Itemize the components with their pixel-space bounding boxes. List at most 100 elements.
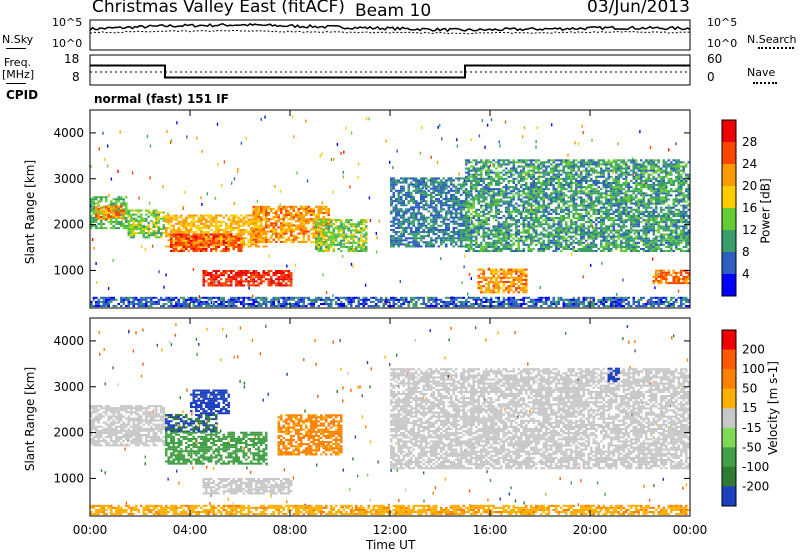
heatmap-cell [502,243,505,246]
heatmap-speckle [91,205,93,209]
heatmap-cell [290,207,293,210]
heatmap-cell [532,208,535,211]
heatmap-cell [510,167,513,170]
heatmap-cell [315,214,318,217]
heatmap-cell [250,228,253,231]
heatmap-cell [492,177,495,180]
heatmap-cell [440,305,443,308]
heatmap-cell [442,231,445,234]
heatmap-cell [205,220,208,223]
heatmap-cell [127,223,130,226]
heatmap-cell [217,270,220,273]
heatmap-cell [425,195,428,198]
heatmap-cell [415,235,418,238]
heatmap-cell [447,300,450,303]
heatmap-cell [295,300,298,303]
heatmap-cell [500,165,503,168]
heatmap-cell [265,222,268,225]
heatmap-cell [172,298,175,301]
heatmap-cell [177,222,180,225]
heatmap-cell [282,284,285,287]
heatmap-cell [205,272,208,275]
heatmap-cell [217,282,220,285]
heatmap-cell [132,223,135,226]
heatmap-cell [552,169,555,172]
heatmap-cell [540,300,543,303]
heatmap-cell [520,305,523,308]
heatmap-cell [545,186,548,189]
heatmap-cell [572,296,575,299]
heatmap-cell [447,237,450,240]
heatmap-cell [357,296,360,299]
heatmap-cell [465,303,468,306]
heatmap-cell [427,305,430,308]
heatmap-cell [500,250,503,253]
heatmap-cell [490,196,493,199]
heatmap-cell [97,200,100,203]
heatmap-cell [455,210,458,213]
heatmap-cell [115,202,118,205]
heatmap-cell [342,227,345,230]
heatmap-cell [515,235,518,238]
heatmap-cell [365,298,368,301]
noise-tick-low-right: 10^0 [707,37,738,50]
heatmap-cell [382,305,385,308]
heatmap-cell [422,231,425,234]
heatmap-cell [340,250,343,253]
heatmap-cell [500,177,503,180]
heatmap-cell [232,300,235,303]
heatmap-cell [177,237,180,240]
heatmap-cell [432,195,435,198]
heatmap-speckle [352,265,354,268]
heatmap-cell [210,222,213,225]
heatmap-cell [145,305,148,308]
heatmap-cell [507,192,510,195]
heatmap-cell [552,219,555,222]
heatmap-cell [95,225,98,228]
heatmap-cell [455,187,458,190]
heatmap-cell [125,208,128,211]
heatmap-cell [495,161,498,164]
heatmap-cell [415,177,418,180]
heatmap-cell [535,188,538,191]
heatmap-cell [205,245,208,248]
heatmap-cell [92,218,95,221]
heatmap-cell [542,200,545,203]
heatmap-cell [425,191,428,194]
heatmap-cell [555,169,558,172]
heatmap-cell [522,223,525,226]
heatmap-cell [142,217,145,220]
heatmap-cell [227,233,230,236]
heatmap-cell [200,237,203,240]
heatmap-speckle [470,277,472,281]
heatmap-cell [257,224,260,227]
heatmap-cell [480,206,483,209]
heatmap-cell [535,198,538,201]
heatmap-cell [232,274,235,277]
heatmap-cell [480,221,483,224]
heatmap-cell [260,305,263,308]
heatmap-cell [282,272,285,275]
heatmap-cell [155,219,158,222]
heatmap-cell [180,303,183,306]
heatmap-cell [442,191,445,194]
heatmap-speckle [166,130,168,134]
heatmap-cell [442,204,445,207]
heatmap-cell [405,177,408,180]
heatmap-cell [407,193,410,196]
heatmap-cell [505,173,508,176]
heatmap-cell [330,219,333,222]
heatmap-cell [467,192,470,195]
heatmap-cell [545,171,548,174]
heatmap-cell [390,298,393,301]
heatmap-cell [467,208,470,211]
heatmap-cell [495,305,498,308]
heatmap-cell [260,218,263,221]
heatmap-cell [507,175,510,178]
heatmap-speckle [294,263,296,267]
heatmap-cell [635,305,638,308]
heatmap-cell [400,235,403,238]
heatmap-cell [527,231,530,234]
heatmap-cell [287,303,290,306]
heatmap-cell [540,296,543,299]
